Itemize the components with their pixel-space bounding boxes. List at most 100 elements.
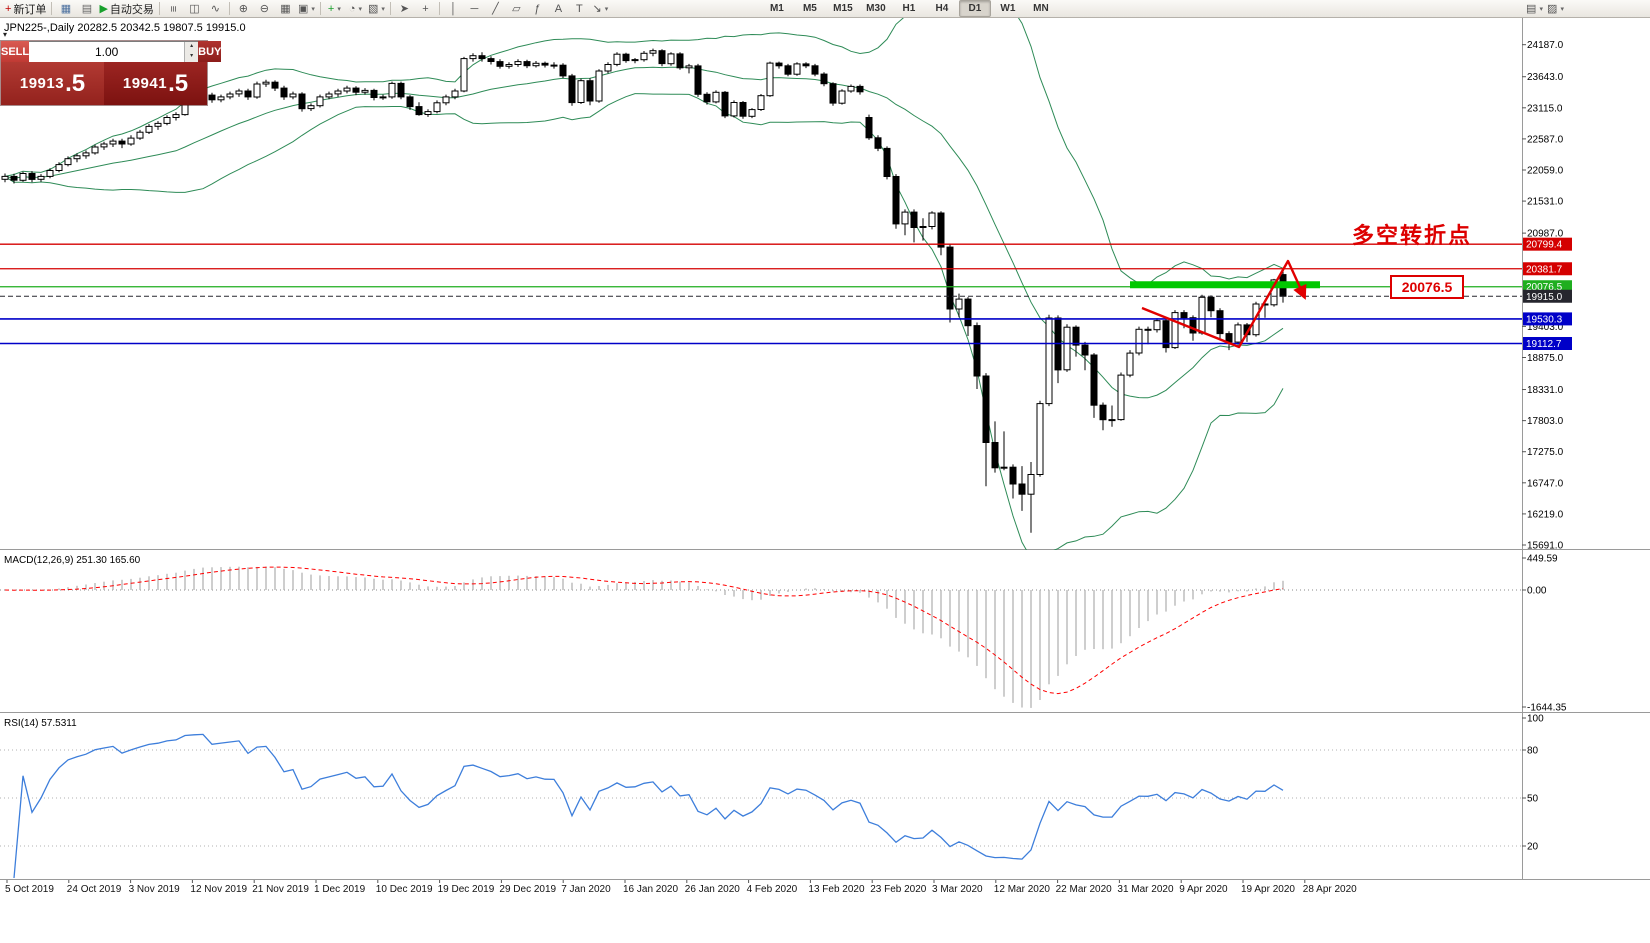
candle-body — [244, 90, 252, 98]
price-axis-label: 22059.0 — [1527, 165, 1564, 176]
buy-price-pip: .5 — [168, 69, 189, 97]
vertical-line-button[interactable]: │ — [443, 1, 464, 17]
trade-panel-toggle-icon[interactable]: ▾ — [3, 30, 8, 39]
window-layout-button[interactable]: ▨ ▾ — [1545, 1, 1566, 17]
date-label: 26 Jan 2020 — [685, 884, 740, 895]
periods-button[interactable]: ◔ ▾ — [345, 1, 366, 17]
new-order-button[interactable]: + 新订单 — [3, 1, 48, 17]
timeframe-m15-button[interactable]: M15 — [833, 3, 853, 14]
window-layout-button-dropdown-icon[interactable]: ▾ — [1560, 6, 1564, 13]
navigator-button[interactable]: ▤ — [76, 1, 97, 17]
cascade-windows-button[interactable]: ▣ ▾ — [296, 1, 317, 17]
date-label: 22 Mar 2020 — [1056, 884, 1113, 895]
channel-button[interactable]: ▱ — [506, 1, 527, 17]
candle-body — [541, 62, 549, 66]
chart-profile-button[interactable]: ▤ ▾ — [1524, 1, 1545, 17]
trend-arrow-annotation[interactable] — [1141, 259, 1307, 349]
cursor-icon: ➤ — [399, 2, 410, 15]
volume-up-icon[interactable]: ▴ — [185, 42, 199, 52]
date-label: 3 Nov 2019 — [129, 884, 181, 895]
add-indicators-button-dropdown-icon[interactable]: ▾ — [337, 5, 341, 13]
zoom-in-button[interactable]: ⊕ — [233, 1, 254, 17]
price-axis-label: 15691.0 — [1527, 540, 1564, 551]
candle-body — [469, 55, 477, 60]
date-label: 21 Nov 2019 — [252, 884, 309, 895]
chart-profile-icon: ▤ — [1526, 3, 1537, 15]
timeframe-w1-button[interactable]: W1 — [1000, 3, 1016, 14]
add-indicators-button[interactable]: + ▾ — [324, 1, 345, 17]
sell-button[interactable]: SELL — [1, 41, 30, 62]
candle-body — [892, 176, 900, 225]
periods-button-dropdown-icon[interactable]: ▾ — [358, 5, 362, 13]
label-button[interactable]: T — [569, 1, 590, 17]
chart-profile-button-dropdown-icon[interactable]: ▾ — [1539, 6, 1543, 13]
candle-body — [658, 50, 666, 65]
timeframe-mn-button[interactable]: MN — [1033, 3, 1049, 14]
volume-down-icon[interactable]: ▾ — [185, 52, 199, 62]
buy-price-button[interactable]: 19941 .5 — [104, 62, 207, 105]
candle-body — [523, 61, 531, 67]
crosshair-button[interactable]: + — [415, 1, 436, 17]
text-button[interactable]: A — [548, 1, 569, 17]
toolbar-separator — [438, 2, 440, 15]
candle-body — [964, 298, 972, 327]
candle-body — [1153, 320, 1161, 331]
candle-body — [154, 122, 162, 127]
price-axis-label: 16219.0 — [1527, 509, 1564, 520]
autotrading-button-label: 自动交易 — [109, 3, 154, 16]
candle-body — [703, 93, 711, 103]
candlesticks-button[interactable]: ◫ — [184, 1, 205, 17]
timeframe-m30-button[interactable]: M30 — [866, 3, 886, 14]
timeframe-h4-button[interactable]: H4 — [935, 3, 949, 14]
zoom-out-button[interactable]: ⊖ — [254, 1, 275, 17]
timeframe-m5-button[interactable]: M5 — [802, 3, 817, 14]
fibonacci-button[interactable]: ƒ — [527, 1, 548, 17]
candle-body — [460, 58, 468, 92]
date-label: 28 Apr 2020 — [1303, 884, 1357, 895]
arrows-button-dropdown-icon[interactable]: ▾ — [604, 5, 609, 13]
candle-body — [667, 53, 675, 65]
candle-body — [613, 53, 621, 65]
templates-button[interactable]: ▧ ▾ — [366, 1, 387, 17]
chart-background[interactable] — [0, 18, 1650, 943]
candle-body — [172, 114, 180, 118]
line-chart-icon: ∿ — [210, 2, 221, 15]
price-level-box[interactable]: 20076.5 — [1390, 275, 1464, 299]
date-label: 31 Mar 2020 — [1117, 884, 1174, 895]
candle-body — [217, 96, 225, 101]
cascade-windows-button-dropdown-icon[interactable]: ▾ — [311, 5, 315, 13]
candle-body — [307, 105, 315, 110]
candle-body — [46, 170, 54, 177]
templates-button-dropdown-icon[interactable]: ▾ — [381, 5, 385, 13]
autotrading-button[interactable]: ▶ 自动交易 — [97, 1, 155, 17]
macd-label: MACD(12,26,9) 251.30 165.60 — [4, 555, 141, 566]
horizontal-line-button[interactable]: ─ — [464, 1, 485, 17]
candle-body — [1162, 320, 1170, 349]
candle-body — [775, 62, 783, 67]
line-chart-button[interactable]: ∿ — [205, 1, 226, 17]
candle-body — [829, 83, 837, 104]
candle-body — [1, 175, 9, 180]
trendline-button[interactable]: ╱ — [485, 1, 506, 17]
sell-price-button[interactable]: 19913 .5 — [1, 62, 104, 105]
tile-windows-button[interactable]: ▦ — [275, 1, 296, 17]
chart-ohlc-title: JPN225-,Daily 20282.5 20342.5 19807.5 19… — [4, 22, 246, 34]
candle-body — [496, 61, 504, 67]
timeframe-d1-button[interactable]: D1 — [958, 0, 991, 17]
candle-body — [433, 102, 441, 113]
timeframe-h1-button[interactable]: H1 — [902, 3, 916, 14]
charts-button[interactable]: ▦ — [55, 1, 76, 17]
cursor-button[interactable]: ➤ — [394, 1, 415, 17]
arrows-button[interactable]: ↘ ▾ — [590, 1, 611, 17]
volume-input[interactable] — [29, 42, 185, 62]
buy-button[interactable]: BUY — [198, 41, 222, 62]
candle-body — [730, 102, 738, 117]
date-label: 10 Dec 2019 — [376, 884, 433, 895]
candle-body — [1081, 344, 1089, 356]
candle-body — [316, 96, 324, 107]
timeframe-m1-button[interactable]: M1 — [769, 3, 784, 14]
turning-point-annotation[interactable]: 多空转折点 — [1352, 223, 1473, 248]
ohlc-bars-button[interactable]: ≡ — [163, 1, 184, 17]
candle-body — [1072, 326, 1080, 346]
